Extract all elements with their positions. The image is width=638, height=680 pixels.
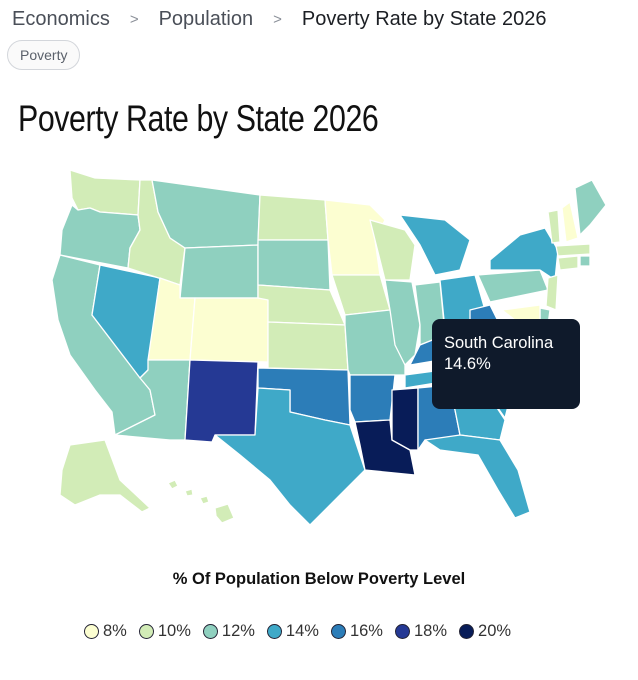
legend-swatch (202, 624, 218, 639)
state-pennsylvania[interactable] (477, 269, 549, 303)
legend-swatch (394, 624, 410, 639)
legend-item[interactable]: 12% (202, 622, 255, 641)
state-florida[interactable] (424, 434, 531, 519)
state-wisconsin[interactable] (369, 219, 416, 281)
breadcrumb-population[interactable]: Population (158, 7, 254, 30)
legend-item[interactable]: 18% (394, 622, 448, 641)
legend-label: 20% (478, 622, 512, 640)
legend-label: 10% (157, 622, 191, 640)
tooltip-value: 14.6% (444, 355, 491, 373)
state-illinois[interactable] (384, 279, 421, 366)
state-washington[interactable] (69, 169, 141, 216)
state-hawaii[interactable] (167, 479, 235, 524)
breadcrumb-separator: > (273, 10, 282, 28)
state-kansas[interactable] (267, 321, 349, 371)
state-new-jersey[interactable] (545, 274, 559, 311)
legend-swatch (330, 624, 346, 639)
state-maine[interactable] (574, 179, 607, 236)
legend-label: 14% (285, 622, 319, 640)
state-nebraska[interactable] (257, 284, 346, 326)
state-rhode-island[interactable] (579, 255, 591, 267)
topic-tag-poverty[interactable]: Poverty (7, 40, 81, 70)
page-title: Poverty Rate by State 2026 (18, 98, 379, 139)
legend-item[interactable]: 20% (459, 622, 511, 641)
legend-swatch (459, 624, 475, 639)
state-north-dakota[interactable] (257, 194, 329, 241)
legend-label: 8% (103, 622, 127, 640)
tooltip-state-name: South Carolina (444, 334, 554, 352)
state-iowa[interactable] (331, 274, 391, 316)
legend-label: 12% (221, 622, 255, 640)
state-connecticut[interactable] (557, 255, 579, 271)
states-group (51, 169, 607, 526)
us-poverty-map (51, 169, 607, 526)
state-new-mexico[interactable] (184, 359, 259, 443)
state-vermont[interactable] (547, 209, 561, 244)
legend-item[interactable]: 10% (138, 622, 191, 641)
legend-swatch (138, 624, 154, 639)
breadcrumb-economics[interactable]: Economics (12, 7, 110, 30)
state-wyoming[interactable] (179, 244, 259, 299)
state-arkansas[interactable] (349, 374, 396, 423)
breadcrumb-separator: > (129, 10, 139, 28)
legend-item[interactable]: 16% (330, 622, 383, 641)
legend: 8% 10% 12% 14% 16% 18% 20% (84, 622, 511, 641)
state-alaska[interactable] (59, 439, 151, 513)
breadcrumb-current-page: Poverty Rate by State 2026 (301, 7, 547, 30)
legend-label: 18% (413, 622, 448, 640)
legend-swatch (84, 624, 99, 639)
legend-item[interactable]: 8% (84, 622, 127, 641)
state-texas[interactable] (214, 387, 366, 526)
legend-label: 16% (349, 622, 383, 640)
state-colorado[interactable] (189, 297, 269, 363)
state-minnesota[interactable] (324, 199, 386, 276)
state-michigan[interactable] (399, 214, 471, 276)
state-mississippi[interactable] (391, 387, 419, 451)
state-massachusetts[interactable] (555, 243, 591, 257)
breadcrumb: Economics > Population > Poverty Rate by… (12, 6, 546, 32)
state-south-dakota[interactable] (257, 239, 331, 291)
legend-title: % Of Population Below Poverty Level (172, 570, 466, 588)
state-new-hampshire[interactable] (561, 201, 579, 243)
state-louisiana[interactable] (354, 419, 416, 476)
map-tooltip: South Carolina 14.6% (432, 319, 580, 409)
legend-item[interactable]: 14% (266, 622, 319, 641)
legend-swatch (266, 624, 282, 639)
state-new-york[interactable] (489, 227, 559, 281)
